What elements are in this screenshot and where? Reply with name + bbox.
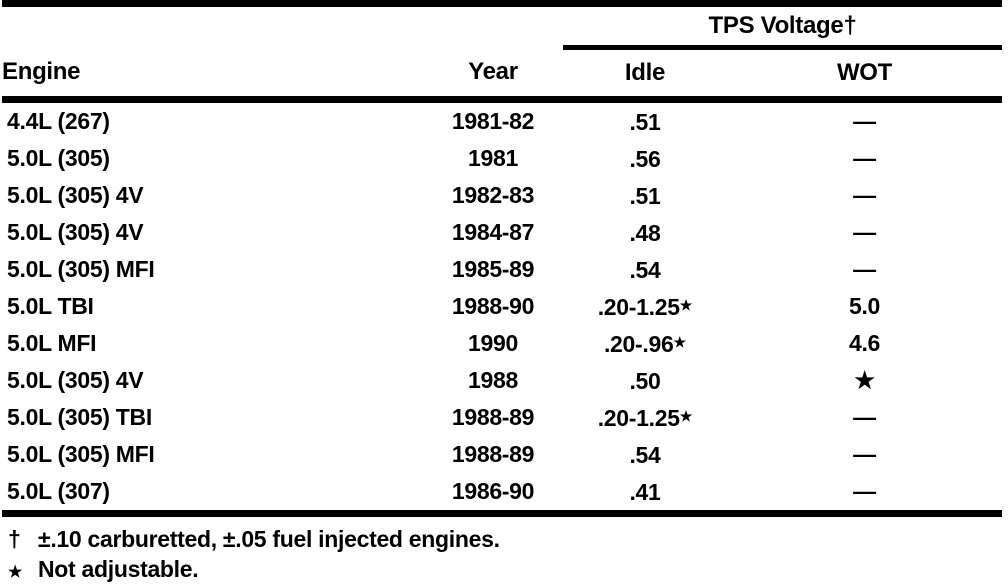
engine-cell: 5.0L (305) 4V xyxy=(7,219,144,245)
star-icon: ★ xyxy=(8,564,23,581)
year-cell: 1990 xyxy=(468,330,518,356)
table-row: 5.0L (305) 4V 1982-83 .51 — xyxy=(2,177,1002,214)
column-header-wot: WOT xyxy=(727,47,1002,103)
table-row: 5.0L (305) 1981 .56 — xyxy=(2,140,1002,177)
year-cell: 1984-87 xyxy=(451,219,535,245)
engine-cell: 5.0L (305) TBI xyxy=(7,404,152,430)
wot-cell: — xyxy=(853,219,876,245)
idle-cell: .54 xyxy=(563,436,727,473)
year-cell: 1981-82 xyxy=(451,108,535,134)
table-row: 5.0L (305) TBI 1988-89 .20-1.25★ — xyxy=(2,399,1002,436)
idle-cell: .48 xyxy=(563,214,727,251)
engine-cell: 5.0L (305) 4V xyxy=(7,182,144,208)
footnote-text: ±.10 carburetted, ±.05 fuel injected eng… xyxy=(38,526,500,552)
idle-cell: .20-1.25★ xyxy=(563,288,727,325)
engine-cell: 5.0L MFI xyxy=(7,330,97,356)
table-row: 5.0L MFI 1990 .20-.96★ 4.6 xyxy=(2,325,1002,362)
idle-value: .41 xyxy=(629,479,661,505)
idle-cell: .51 xyxy=(563,177,727,214)
group-header-spacer xyxy=(2,4,563,48)
wot-cell: — xyxy=(853,441,876,467)
wot-cell: — xyxy=(853,404,876,430)
idle-cell: .54 xyxy=(563,251,727,288)
year-cell: 1986-90 xyxy=(423,473,563,517)
idle-value: .20-.96 xyxy=(603,331,674,357)
wot-cell: — xyxy=(727,473,1002,517)
wot-cell: ★ xyxy=(854,367,875,393)
group-header-row: TPS Voltage† xyxy=(2,3,1002,50)
year-cell: 1988-89 xyxy=(451,441,535,467)
idle-value: .20-1.25 xyxy=(597,405,680,431)
idle-cell: .50 xyxy=(563,362,727,399)
table-row: 5.0L (305) 4V 1984-87 .48 — xyxy=(2,214,1002,251)
table-row: 5.0L (305) MFI 1985-89 .54 — xyxy=(2,251,1002,288)
table-row: 4.4L (267) 1981-82 .51 — xyxy=(2,100,1002,141)
idle-cell: .41 xyxy=(563,473,727,517)
wot-cell: — xyxy=(853,108,876,134)
wot-cell: 5.0 xyxy=(848,293,881,319)
engine-cell: 5.0L (305) MFI xyxy=(7,256,155,282)
idle-value: .51 xyxy=(629,109,661,135)
engine-cell: 5.0L (305) 4V xyxy=(7,367,144,393)
footnote-text: Not adjustable. xyxy=(38,556,199,582)
engine-cell: 5.0L (305) MFI xyxy=(7,441,155,467)
year-cell: 1985-89 xyxy=(451,256,535,282)
footnotes: † ±.10 carburetted, ±.05 fuel injected e… xyxy=(8,524,1008,588)
idle-cell: .51 xyxy=(563,100,727,141)
table-row: 5.0L (305) 4V 1988 .50 ★ xyxy=(2,362,1002,399)
idle-value: .48 xyxy=(629,220,661,246)
wot-cell: — xyxy=(853,256,876,282)
wot-cell: 4.6 xyxy=(848,330,881,356)
not-adjustable-star-icon: ★ xyxy=(679,297,693,313)
engine-cell: 5.0L (305) xyxy=(7,145,110,171)
table-row: 5.0L (305) MFI 1988-89 .54 — xyxy=(2,436,1002,473)
engine-cell: 4.4L (267) xyxy=(7,108,110,134)
engine-cell: 5.0L TBI xyxy=(7,293,94,319)
idle-value: .56 xyxy=(629,146,661,172)
tps-voltage-group-header: TPS Voltage† xyxy=(563,3,1002,50)
wot-cell: — xyxy=(853,145,876,171)
idle-value: .51 xyxy=(629,183,661,209)
idle-cell: .20-1.25★ xyxy=(563,399,727,436)
table-row: 5.0L TBI 1988-90 .20-1.25★ 5.0 xyxy=(2,288,1002,325)
year-cell: 1988-90 xyxy=(451,293,535,319)
footnote-tolerance: † ±.10 carburetted, ±.05 fuel injected e… xyxy=(8,524,1008,554)
idle-cell: .20-.96★ xyxy=(563,325,727,362)
idle-cell: .56 xyxy=(563,140,727,177)
engine-cell: 5.0L (307) xyxy=(2,473,423,517)
not-adjustable-star-icon: ★ xyxy=(673,334,687,350)
table-row: 5.0L (307) 1986-90 .41 — xyxy=(2,473,1002,517)
year-cell: 1982-83 xyxy=(451,182,535,208)
column-header-idle: Idle xyxy=(563,47,727,103)
idle-value: .50 xyxy=(629,368,661,394)
not-adjustable-star-icon: ★ xyxy=(679,408,693,424)
year-cell: 1988-89 xyxy=(451,404,535,430)
year-cell: 1981 xyxy=(468,145,518,171)
wot-cell: — xyxy=(853,182,876,208)
tps-voltage-table: TPS Voltage† Engine Year Idle WOT 4.4L (… xyxy=(2,0,1002,517)
column-header-engine: Engine xyxy=(2,47,423,103)
dagger-icon: † xyxy=(8,526,21,552)
idle-value: .54 xyxy=(629,257,661,283)
column-header-year: Year xyxy=(423,47,563,103)
idle-value: .20-1.25 xyxy=(597,294,680,320)
column-header-row: Engine Year Idle WOT xyxy=(2,47,1002,103)
footnote-not-adjustable: ★ Not adjustable. xyxy=(8,554,1008,588)
year-cell: 1988 xyxy=(468,367,518,393)
idle-value: .54 xyxy=(629,442,661,468)
